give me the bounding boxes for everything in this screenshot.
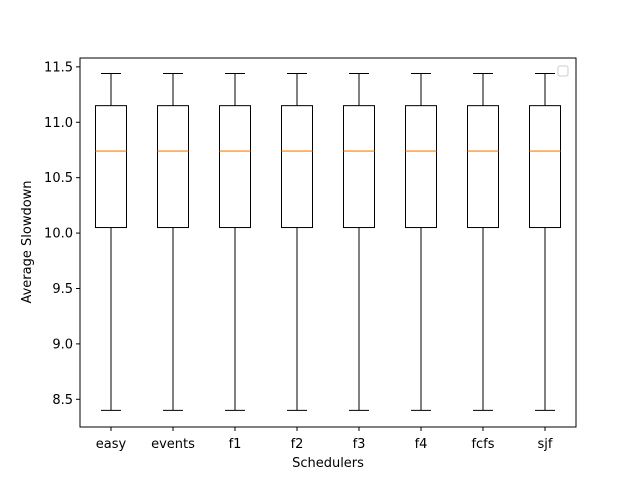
y-axis-label: Average Slowdown bbox=[20, 180, 35, 303]
box-iqr bbox=[281, 105, 313, 229]
box-events bbox=[157, 73, 189, 411]
box-iqr bbox=[405, 105, 437, 229]
box-f4 bbox=[405, 73, 437, 411]
plot-layer bbox=[95, 73, 561, 411]
axes-frame bbox=[79, 57, 577, 428]
y-tick-label: 9.5 bbox=[52, 282, 73, 297]
box-sjf bbox=[529, 73, 561, 411]
box-fcfs bbox=[467, 73, 499, 411]
y-tick-label: 10.0 bbox=[44, 227, 73, 242]
box-iqr bbox=[343, 105, 375, 229]
box-f3 bbox=[343, 73, 375, 411]
box-f1 bbox=[219, 73, 251, 411]
x-tick-label-f3: f3 bbox=[353, 437, 366, 452]
x-tick-label-events: events bbox=[151, 437, 195, 452]
legend-box bbox=[557, 65, 569, 77]
x-axis-ticks: easy events f1 f2 f3 f4 fcfs sjf bbox=[96, 427, 553, 452]
box-iqr bbox=[219, 105, 251, 229]
x-tick-label-sjf: sjf bbox=[538, 437, 553, 452]
y-tick-label: 10.5 bbox=[44, 171, 73, 186]
y-axis-ticks: 8.5 9.0 9.5 10.0 10.5 11.0 11.5 bbox=[44, 60, 80, 408]
y-tick-label: 9.0 bbox=[52, 337, 73, 352]
y-tick-label: 8.5 bbox=[52, 393, 73, 408]
box-easy bbox=[95, 73, 127, 411]
box-iqr bbox=[157, 105, 189, 229]
x-tick-label-f1: f1 bbox=[229, 437, 242, 452]
box-f2 bbox=[281, 73, 313, 411]
box-iqr bbox=[529, 105, 561, 229]
x-axis-label: Schedulers bbox=[292, 456, 364, 471]
box-iqr bbox=[95, 105, 127, 229]
box-iqr bbox=[467, 105, 499, 229]
x-tick-label-easy: easy bbox=[96, 437, 127, 452]
y-tick-label: 11.5 bbox=[44, 60, 73, 75]
x-tick-label-fcfs: fcfs bbox=[471, 437, 494, 452]
x-tick-label-f2: f2 bbox=[291, 437, 304, 452]
y-tick-label: 11.0 bbox=[44, 116, 73, 131]
x-tick-label-f4: f4 bbox=[415, 437, 428, 452]
